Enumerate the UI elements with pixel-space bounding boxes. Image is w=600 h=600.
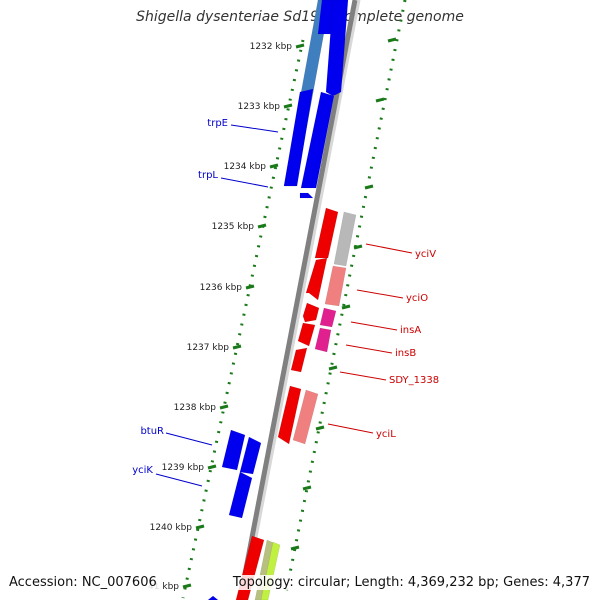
tick-label: 1235 kbp: [212, 222, 255, 232]
gene-feature-yciL: [292, 389, 319, 445]
backbone-shadow: [242, 0, 361, 600]
tick-mark: [302, 485, 312, 491]
tick-mark: [375, 97, 385, 103]
tick-label: 1236 kbp: [200, 283, 243, 293]
tick-mark: [207, 464, 217, 470]
tick-label: 1238 kbp: [174, 403, 217, 413]
gene-feature-red: [305, 257, 328, 301]
tick-mark: [364, 184, 374, 190]
tick-mark: [245, 284, 255, 290]
gene-feature-insA: [319, 307, 337, 328]
gene-feature-SDY_1338: [290, 347, 308, 373]
gene-label-leader: [339, 371, 387, 381]
gene-feature-small: [299, 192, 314, 199]
tick-label: 41 kbp: [148, 582, 179, 592]
gene-feature-small: [207, 595, 219, 600]
tick-label: 1239 kbp: [162, 463, 205, 473]
gene-feature-btuR: [221, 429, 246, 471]
gene-label: insB: [395, 348, 416, 359]
gene-feature-btuR: [239, 436, 262, 475]
gene-feature-yciO: [324, 265, 347, 307]
gene-label: trpL: [198, 170, 218, 181]
gene-feature-trpE: [325, 0, 349, 97]
gene-label: yciL: [376, 429, 396, 440]
gene-feature-trpL: [300, 91, 335, 189]
gene-feature-insB: [314, 327, 332, 353]
tick-mark: [219, 404, 229, 410]
tick-label: 1234 kbp: [224, 162, 267, 172]
tick-mark: [257, 223, 267, 229]
tick-mark: [283, 103, 293, 109]
gene-label: trpE: [207, 118, 228, 129]
outer-tick-ring: [283, 0, 407, 599]
gene-label: yciK: [132, 465, 153, 476]
gene-feature-red: [277, 385, 302, 445]
tick-label: 1237 kbp: [187, 343, 230, 353]
gene-label-leader: [327, 423, 374, 434]
tick-mark: [315, 425, 325, 431]
gene-label-leader: [165, 432, 213, 446]
tick-mark: [353, 244, 363, 250]
gene-label: yciV: [415, 249, 436, 260]
accession-text: Accession: NC_007606: [7, 575, 159, 590]
genome-backbone: [237, 0, 358, 600]
gene-feature-red: [297, 322, 316, 347]
gene-feature-trpD: [283, 88, 314, 187]
tick-mark: [295, 43, 305, 49]
gene-feature-red: [302, 302, 320, 323]
tick-label: 1232 kbp: [250, 42, 293, 52]
tick-label: 1240 kbp: [150, 523, 193, 533]
tick-mark: [195, 524, 205, 530]
gene-label-leader: [220, 177, 269, 188]
tick-mark: [182, 583, 192, 589]
gene-feature-yciV: [333, 211, 357, 267]
gene-label: btuR: [140, 426, 164, 437]
gene-label: insA: [400, 325, 421, 336]
gene-label: SDY_1338: [389, 375, 439, 386]
gene-label-leader: [155, 473, 203, 487]
gene-feature-red: [314, 207, 339, 259]
tick-mark: [232, 344, 242, 350]
gene-label-leader: [350, 321, 398, 331]
tick-mark: [328, 365, 338, 371]
gene-label-leader: [230, 124, 279, 133]
tick-mark: [341, 304, 351, 310]
tick-label: 1233 kbp: [238, 102, 281, 112]
genome-summary: Topology: circular; Length: 4,369,232 bp…: [230, 575, 592, 590]
tick-mark: [387, 37, 397, 43]
gene-label-leader: [356, 289, 404, 299]
gene-label: yciO: [406, 293, 428, 304]
tick-mark: [290, 545, 300, 551]
gene-label-leader: [345, 344, 393, 354]
map-title: Shigella dysenteriae Sd197, complete gen…: [136, 9, 464, 25]
tick-mark: [269, 163, 279, 169]
gene-feature-yciK: [228, 471, 253, 519]
gene-label-leader: [365, 243, 413, 254]
